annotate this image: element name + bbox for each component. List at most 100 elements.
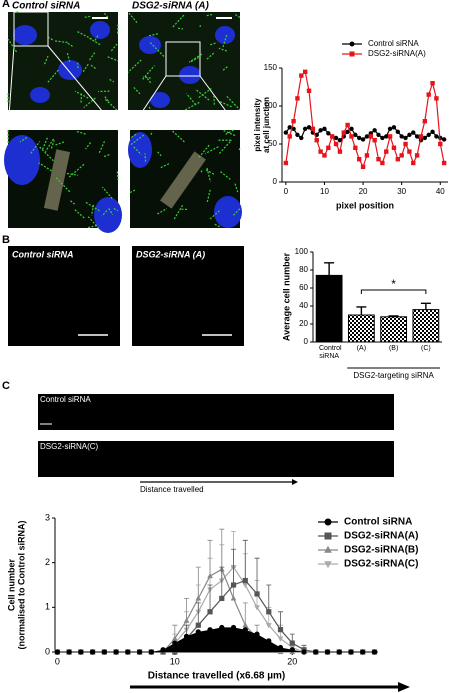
y-tick-label: 150 <box>264 63 278 72</box>
junction <box>143 74 152 84</box>
significance: * <box>391 277 396 291</box>
junction <box>210 41 218 46</box>
micrographs-a <box>4 11 242 233</box>
junction <box>129 189 136 194</box>
marker <box>172 640 178 646</box>
marker <box>414 153 420 158</box>
error-bar <box>195 566 201 599</box>
marker <box>242 577 248 584</box>
marker <box>195 629 201 635</box>
marker <box>289 640 295 646</box>
marker <box>364 134 370 139</box>
marker <box>295 96 300 101</box>
marker <box>326 145 331 150</box>
marker <box>430 129 435 135</box>
panel-label: B <box>2 234 10 246</box>
zoom-box <box>13 11 49 47</box>
junction <box>86 224 97 229</box>
marker <box>395 157 401 162</box>
marker <box>277 636 284 642</box>
junction <box>38 162 52 172</box>
area <box>57 627 375 652</box>
marker <box>283 130 289 135</box>
marker <box>277 644 284 651</box>
marker <box>337 138 343 143</box>
migration-strip <box>38 394 394 430</box>
nucleus <box>90 21 110 39</box>
junction <box>74 208 85 219</box>
legend-label: DSG2-siRNA(C) <box>344 559 418 570</box>
marker <box>265 623 272 629</box>
junction <box>222 129 236 137</box>
nucleus <box>214 196 242 228</box>
y-tick-label: 60 <box>299 283 308 292</box>
marker <box>136 649 143 655</box>
marker <box>291 119 296 124</box>
y-tick-label: 3 <box>45 512 50 522</box>
junction <box>173 204 184 220</box>
error-bar <box>356 306 367 315</box>
junction <box>103 153 110 158</box>
marker <box>345 122 350 128</box>
marker <box>301 649 307 655</box>
marker <box>230 595 237 601</box>
panel-label: C <box>2 380 10 392</box>
legend-marker <box>349 41 355 47</box>
image-label: DSG2-siRNA(C) <box>40 442 99 451</box>
marker <box>411 160 416 166</box>
junction <box>82 63 89 73</box>
group-label: DSG2-targeting siRNA <box>353 371 434 380</box>
image-label: Control siRNA <box>40 395 91 404</box>
nucleus <box>179 66 201 84</box>
y-tick-label: 50 <box>268 139 277 148</box>
marker <box>391 145 397 150</box>
y-tick-label: 1 <box>45 602 50 612</box>
marker <box>254 591 260 597</box>
y-tick-label: 100 <box>295 247 309 256</box>
marker <box>368 134 373 139</box>
error-bar <box>388 315 399 317</box>
junction <box>113 207 119 212</box>
image-label: DSG2-siRNA (A) <box>132 1 210 12</box>
marker <box>384 134 389 139</box>
x-axis-label: pixel position <box>336 200 394 210</box>
error-bar <box>207 584 213 612</box>
marker <box>326 131 331 136</box>
image-label: Control siRNA <box>12 1 80 12</box>
y-tick-label: 0 <box>304 337 309 346</box>
junction <box>226 95 241 111</box>
image-label: DSG2-siRNA (A) <box>136 249 205 259</box>
marker <box>407 149 412 154</box>
marker <box>195 622 201 628</box>
error-bar <box>254 557 260 594</box>
nucleus <box>139 36 161 54</box>
x-tick-label-box: (B) <box>389 345 398 352</box>
legend-label: Control siRNA <box>344 517 412 528</box>
bar <box>315 274 343 343</box>
marker <box>207 627 213 633</box>
marker <box>318 128 323 133</box>
junction <box>76 30 92 40</box>
marker <box>287 125 292 130</box>
marker <box>254 605 260 611</box>
error-bar <box>231 548 237 585</box>
junction <box>209 209 222 220</box>
x-tick-label-box: Control siRNA <box>319 345 342 360</box>
marker <box>289 647 295 653</box>
x-tick-label: 20 <box>359 187 368 196</box>
y-tick-label: 20 <box>299 319 308 328</box>
junction <box>67 42 73 47</box>
x-tick-label: (A) <box>356 345 367 352</box>
marker <box>302 69 308 74</box>
nucleus <box>30 87 50 103</box>
junction <box>66 172 79 176</box>
junction <box>104 98 118 111</box>
marker <box>372 138 377 143</box>
legend-label: DSG2-siRNA(B) <box>344 545 418 556</box>
marker <box>399 134 404 139</box>
junction <box>220 171 232 181</box>
marker <box>357 157 362 162</box>
junction <box>108 208 114 216</box>
junction <box>218 47 228 52</box>
junction <box>233 208 241 216</box>
